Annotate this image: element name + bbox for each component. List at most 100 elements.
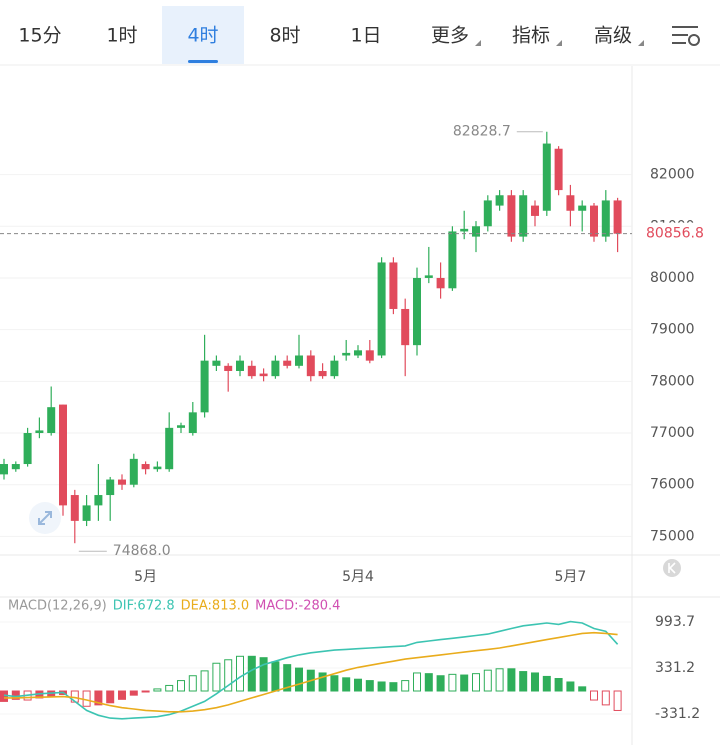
candle-body bbox=[188, 412, 197, 434]
k-button[interactable] bbox=[663, 559, 681, 577]
candle-body bbox=[259, 373, 268, 377]
candle-body bbox=[495, 195, 504, 206]
macd-bar bbox=[613, 690, 622, 711]
macd-legend: DIF:672.8 bbox=[113, 599, 175, 614]
tab[interactable]: 1日 bbox=[350, 25, 381, 47]
y-tick-label: 77000 bbox=[650, 425, 695, 441]
candle-body bbox=[295, 355, 303, 366]
candle-body bbox=[70, 495, 79, 521]
macd-bar bbox=[354, 678, 362, 692]
candle-body bbox=[141, 464, 150, 470]
macd-bar bbox=[519, 671, 528, 692]
candle-body bbox=[590, 205, 598, 237]
macd-bar bbox=[236, 655, 244, 692]
macd-bar bbox=[495, 668, 504, 692]
macd-bar bbox=[507, 668, 516, 692]
macd-bar bbox=[318, 672, 327, 692]
macd-bar bbox=[531, 672, 539, 692]
x-tick-label: 5月7 bbox=[554, 569, 586, 585]
candle-body bbox=[542, 143, 551, 211]
macd-legend: MACD(12,26,9) bbox=[8, 599, 107, 614]
candle-body bbox=[247, 365, 256, 377]
dropdown-caret bbox=[638, 40, 644, 46]
macd-legend: MACD:-280.4 bbox=[255, 599, 340, 614]
candle-body bbox=[342, 352, 351, 356]
candle-body bbox=[59, 404, 67, 506]
macd-bar bbox=[377, 681, 386, 692]
candle-body bbox=[236, 360, 244, 371]
tab[interactable]: 高级 bbox=[594, 25, 632, 47]
tab[interactable]: 指标 bbox=[512, 25, 550, 47]
candle-body bbox=[519, 195, 528, 237]
tab[interactable]: 更多 bbox=[431, 25, 469, 47]
candle-body bbox=[23, 433, 32, 465]
candle-body bbox=[448, 231, 457, 289]
last-price-label: 80856.8 bbox=[646, 226, 704, 242]
macd-bar bbox=[542, 675, 551, 692]
candle-body bbox=[566, 195, 575, 211]
tab[interactable]: 1时 bbox=[106, 25, 137, 47]
candle-body bbox=[0, 464, 8, 475]
y-tick-label: 331.2 bbox=[655, 660, 695, 676]
y-tick-label: 82000 bbox=[650, 167, 695, 183]
candle-body bbox=[306, 355, 315, 377]
candle-body bbox=[283, 360, 292, 366]
macd-bar bbox=[578, 686, 587, 692]
candle-body bbox=[436, 277, 445, 289]
macd-bar bbox=[271, 661, 280, 692]
candle-body bbox=[507, 195, 516, 237]
expand-icon[interactable] bbox=[29, 502, 61, 534]
macd-bar bbox=[295, 667, 303, 692]
candle-body bbox=[389, 262, 398, 309]
macd-bar bbox=[566, 681, 575, 692]
macd-bar bbox=[141, 690, 150, 693]
candle-body bbox=[601, 200, 610, 237]
candle-body bbox=[401, 308, 410, 346]
candle-body bbox=[318, 370, 327, 377]
macd-bar bbox=[153, 688, 162, 692]
macd-bar bbox=[118, 690, 126, 700]
candle-body bbox=[613, 200, 622, 234]
macd-bar bbox=[365, 680, 374, 692]
y-tick-label: 79000 bbox=[650, 322, 695, 338]
last-price-box bbox=[638, 222, 714, 245]
candle-body bbox=[165, 427, 174, 470]
candle-body bbox=[472, 226, 480, 237]
dropdown-caret bbox=[475, 40, 481, 46]
candle-body bbox=[413, 277, 421, 346]
macd-bar bbox=[165, 684, 174, 692]
candle-body bbox=[377, 262, 386, 356]
candle-body bbox=[200, 360, 209, 413]
dropdown-caret bbox=[556, 40, 562, 46]
tab[interactable]: 8时 bbox=[269, 25, 300, 47]
candle-body bbox=[106, 479, 115, 496]
macd-bar bbox=[82, 690, 91, 707]
macd-line bbox=[3, 620, 619, 720]
y-tick-label: 78000 bbox=[650, 373, 695, 389]
macd-bar bbox=[401, 680, 410, 692]
candle-body bbox=[82, 505, 91, 521]
y-tick-label: 75000 bbox=[650, 528, 695, 544]
macd-bar bbox=[188, 675, 197, 692]
y-tick-label: -331.2 bbox=[655, 706, 700, 722]
active-tab-bg bbox=[162, 6, 244, 64]
tab[interactable]: 4时 bbox=[187, 25, 218, 47]
macd-bar bbox=[601, 690, 610, 706]
y-tick-label: 76000 bbox=[650, 477, 695, 493]
macd-bar bbox=[424, 673, 433, 692]
macd-bar bbox=[94, 690, 103, 706]
macd-bar bbox=[554, 678, 563, 692]
macd-bar bbox=[483, 669, 492, 692]
x-tick-label: 5月4 bbox=[342, 569, 374, 585]
extreme-label: 82828.7 bbox=[453, 124, 511, 140]
candle-body bbox=[365, 350, 374, 361]
macd-bar bbox=[224, 659, 233, 692]
settings-icon[interactable] bbox=[672, 26, 700, 46]
candle-body bbox=[483, 200, 492, 227]
candle-body bbox=[94, 495, 103, 506]
macd-bar bbox=[472, 673, 480, 692]
macd-bar bbox=[389, 682, 398, 692]
tab[interactable]: 15分 bbox=[18, 25, 61, 47]
macd-bar bbox=[460, 674, 469, 692]
